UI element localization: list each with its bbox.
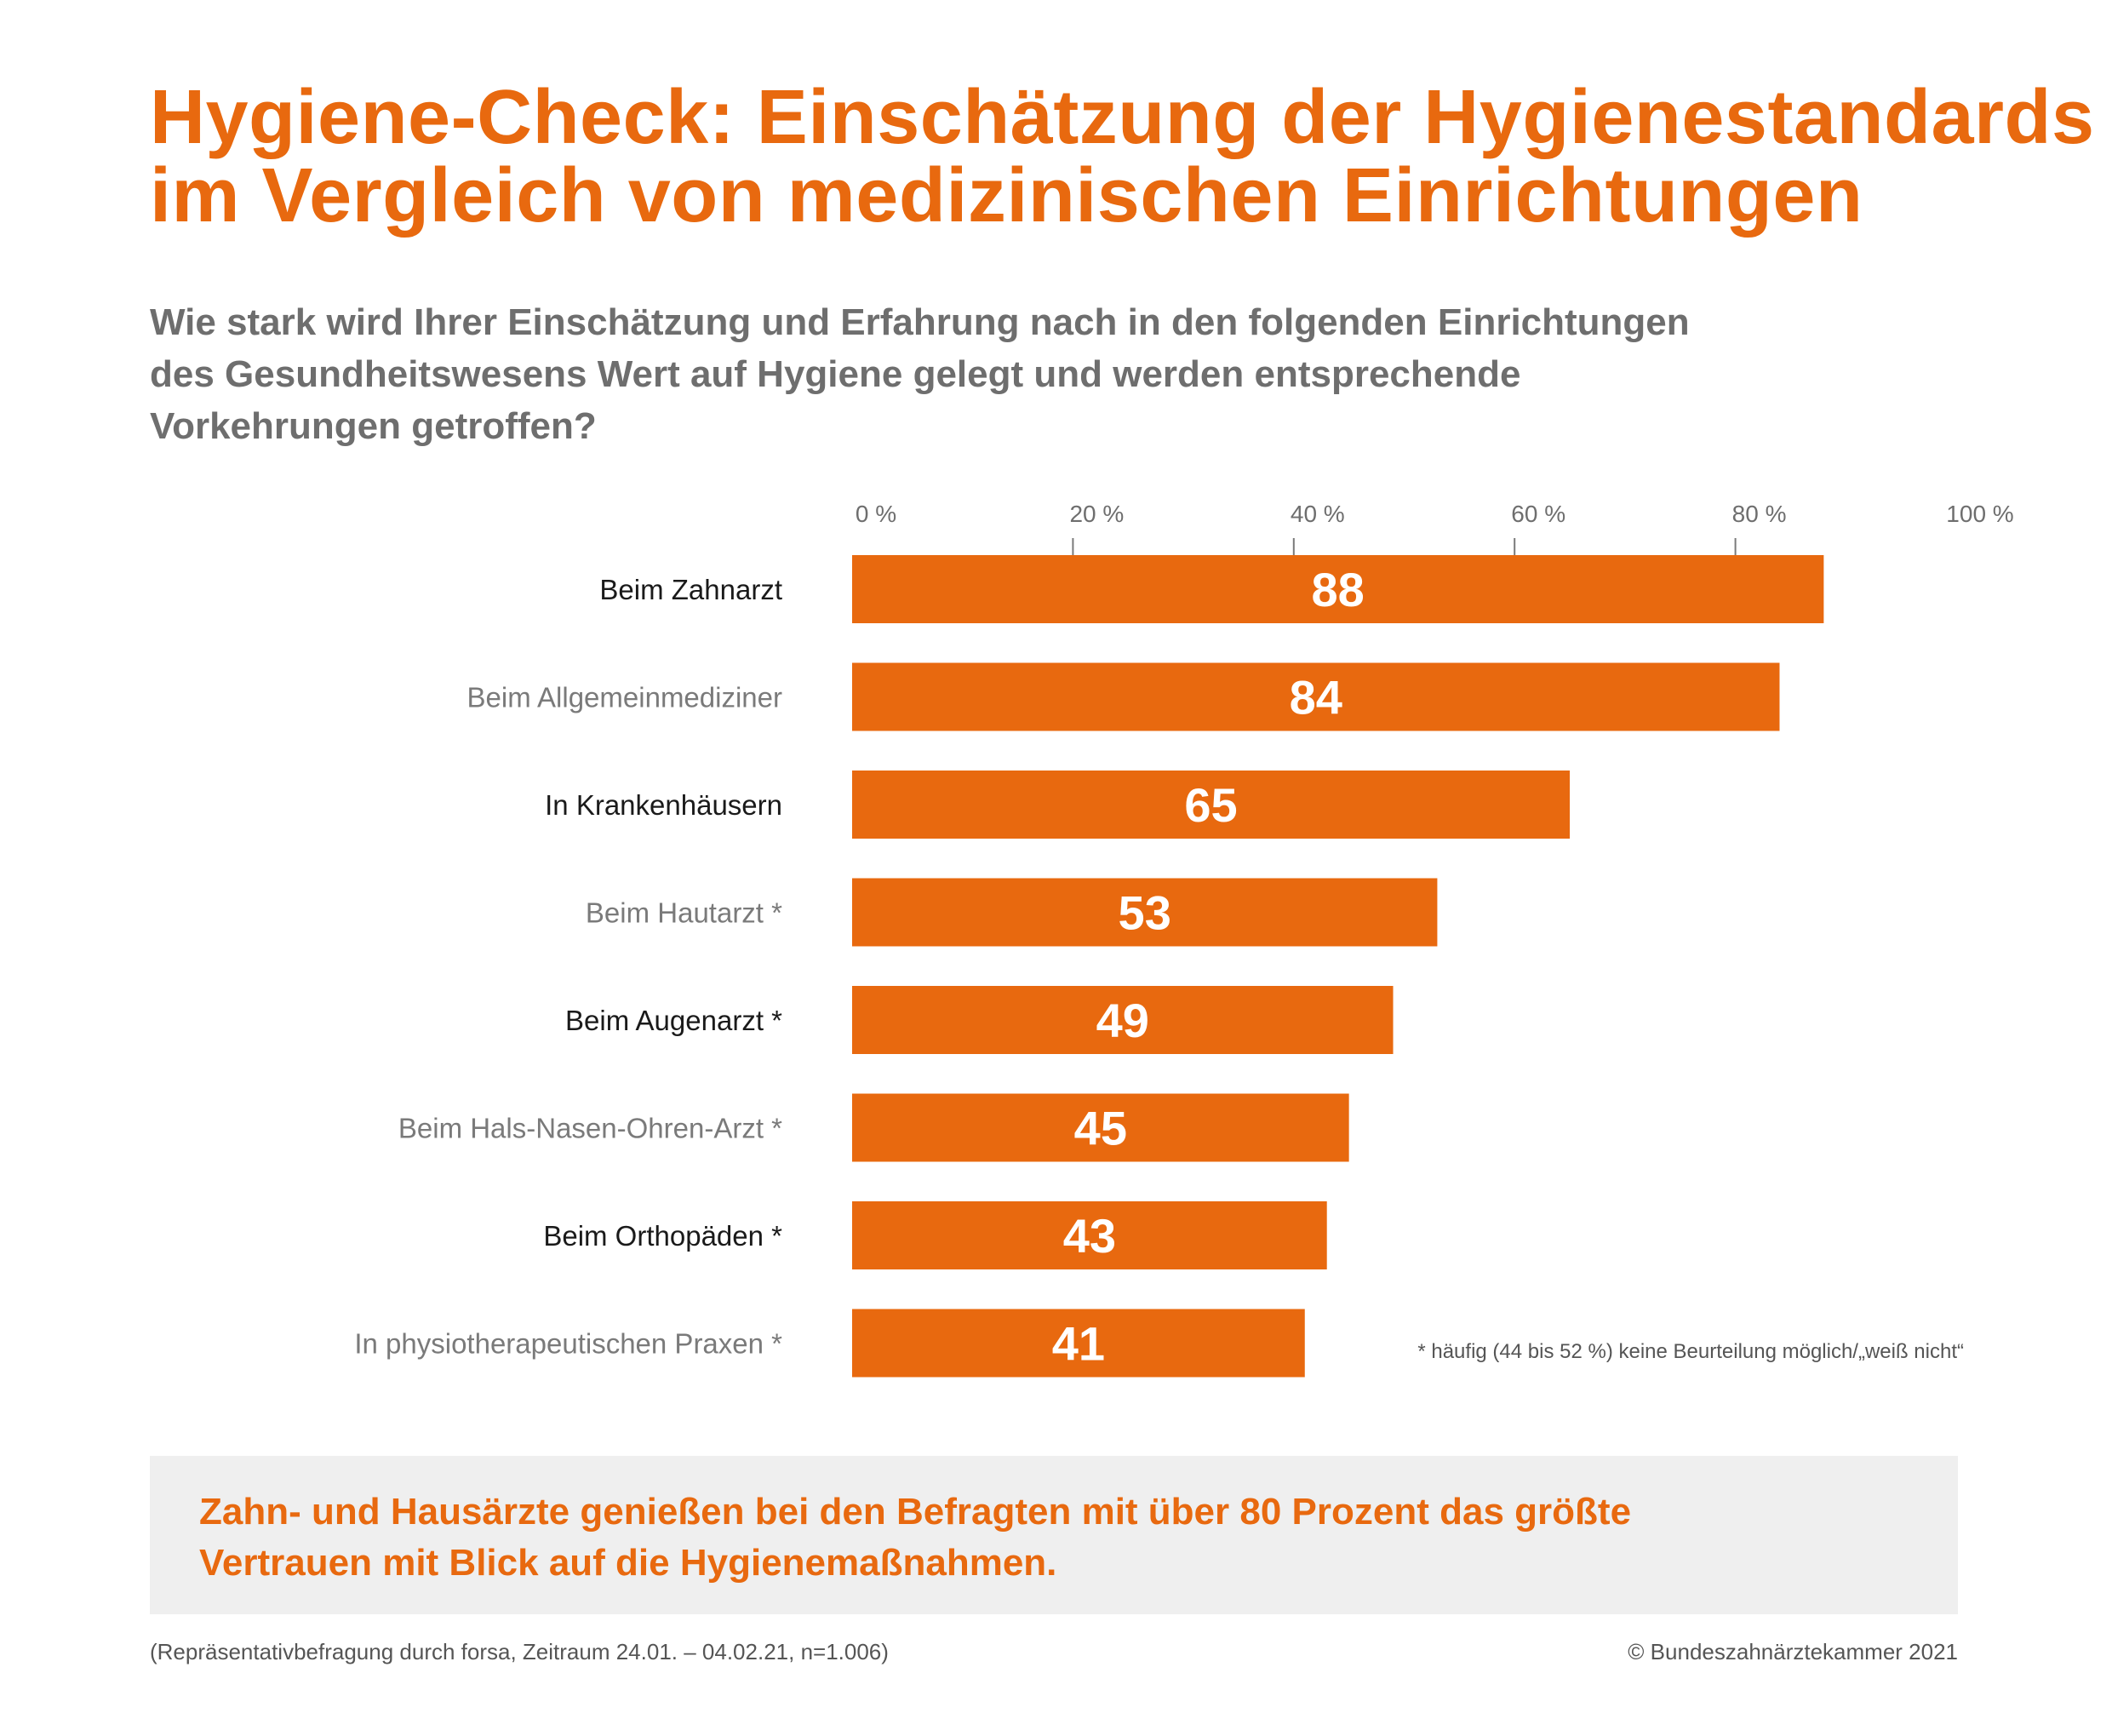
conclusion-line-1: Zahn- und Hausärzte genießen bei den Bef… — [199, 1491, 1632, 1533]
title-line-1: Hygiene-Check: Einschätzung der Hygienes… — [150, 75, 2095, 160]
category-label: In physiotherapeutischen Praxen * — [354, 1328, 782, 1360]
x-axis: 0 % 20 % 40 % 60 % 80 % 100 % — [856, 501, 2014, 555]
bar — [852, 555, 1824, 623]
hygiene-bar-chart: 0 % 20 % 40 % 60 % 80 % 100 % Beim Zahnarzt 88… — [354, 501, 2014, 1378]
bar-value-label: 53 — [1119, 886, 1171, 940]
bar-value-label: 49 — [1096, 994, 1149, 1047]
conclusion-text: Zahn- und Hausärzte genießen bei den Bef… — [199, 1487, 1909, 1589]
axis-tick-label: 20 % — [1069, 501, 1124, 527]
title-line-2: im Vergleich von medizinischen Einrichtu… — [150, 153, 1863, 238]
bar-value-label: 41 — [1052, 1317, 1105, 1371]
category-label: Beim Orthopäden * — [543, 1220, 782, 1252]
bar — [852, 771, 1571, 839]
bar-series: Beim Zahnarzt 88 Beim Allgemeinmediziner 84… — [354, 555, 1824, 1378]
conclusion-box: Zahn- und Hausärzte genießen bei den Bef… — [150, 1456, 1958, 1614]
category-label: Beim Zahnarzt — [599, 574, 782, 605]
page-title: Hygiene-Check: Einschätzung der Hygienes… — [150, 75, 2095, 238]
bar-value-label: 43 — [1063, 1209, 1116, 1263]
category-label: In Krankenhäusern — [545, 789, 782, 821]
category-label: Beim Hautarzt * — [586, 897, 782, 929]
bar-value-label: 65 — [1184, 778, 1237, 832]
bar — [852, 1093, 1349, 1162]
question-line-1: Wie stark wird Ihrer Einschätzung und Er… — [150, 301, 1690, 343]
axis-tick-label: 100 % — [1946, 501, 2013, 527]
conclusion-line-2: Vertrauen mit Blick auf die Hygienemaßna… — [199, 1542, 1057, 1584]
bar — [852, 986, 1394, 1054]
axis-tick-label: 60 % — [1511, 501, 1565, 527]
bar-value-label: 84 — [1290, 671, 1342, 725]
chart-footnote: * häufig (44 bis 52 %) keine Beurteilung… — [1417, 1340, 1964, 1363]
bar — [852, 1309, 1305, 1378]
question-line-2: des Gesundheitswesens Wert auf Hygiene g… — [150, 353, 1521, 395]
bar — [852, 662, 1780, 731]
bar — [852, 878, 1438, 947]
question-line-3: Vorkehrungen getroffen? — [150, 405, 597, 447]
category-label: Beim Hals-Nasen-Ohren-Arzt * — [398, 1113, 782, 1144]
axis-tick-label: 80 % — [1732, 501, 1787, 527]
axis-tick-label: 0 % — [856, 501, 896, 527]
bar-value-label: 88 — [1312, 563, 1365, 616]
bar-value-label: 45 — [1074, 1102, 1127, 1155]
category-label: Beim Allgemeinmediziner — [467, 682, 783, 713]
source-note: (Repräsentativbefragung durch forsa, Zei… — [150, 1639, 889, 1664]
category-label: Beim Augenarzt * — [565, 1005, 782, 1036]
bar — [852, 1201, 1327, 1269]
survey-question: Wie stark wird Ihrer Einschätzung und Er… — [150, 296, 2023, 452]
copyright-note: © Bundeszahnärztekammer 2021 — [1628, 1639, 1958, 1664]
axis-tick-label: 40 % — [1291, 501, 1345, 527]
